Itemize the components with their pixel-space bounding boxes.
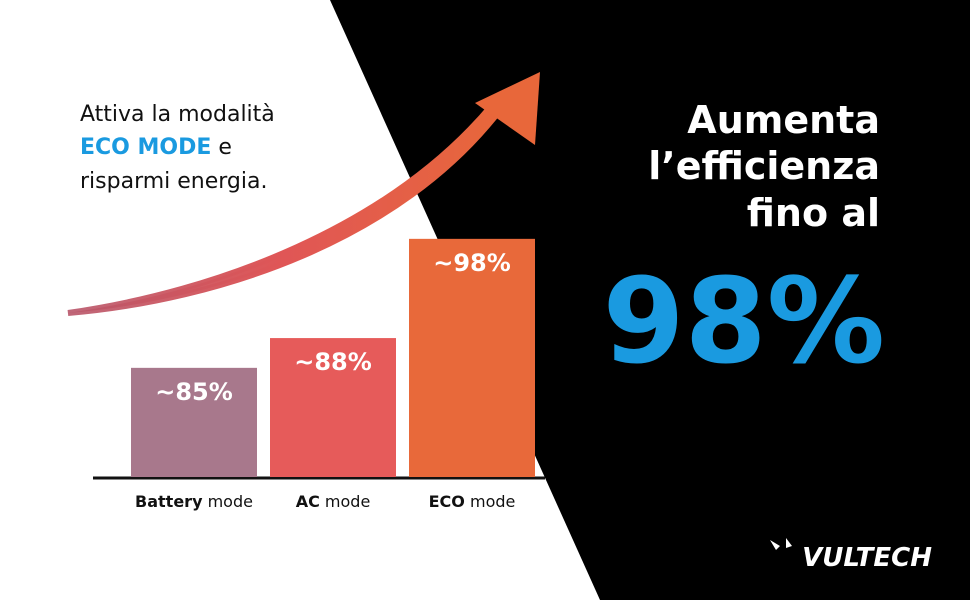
brand: VULTECH (802, 543, 932, 573)
category-label-rest: mode (465, 492, 515, 511)
bar (270, 338, 396, 477)
intro-line: risparmi energia. (80, 169, 267, 194)
headline: Aumenta l’efficienza fino al (648, 98, 880, 235)
intro-line: ECO MODE e (80, 135, 232, 160)
category-label-strong: Battery (135, 492, 203, 511)
category-label-rest: mode (320, 492, 370, 511)
bar (409, 238, 535, 477)
category-label-strong: ECO (429, 492, 465, 511)
category-label-rest: mode (203, 492, 253, 511)
value-label: ~98% (433, 249, 511, 277)
category-label: AC mode (296, 492, 371, 511)
arrow-head (475, 72, 540, 145)
category-label: ECO mode (429, 492, 516, 511)
category-label: Battery mode (135, 492, 253, 511)
value-label: ~85% (155, 378, 233, 406)
dark-panel (330, 0, 970, 600)
brand-logo: VULTECH (770, 538, 932, 573)
headline-line: fino al (747, 191, 880, 235)
headline-line: l’efficienza (648, 144, 880, 188)
bar-chart: ~85% Battery mode ~88% AC mode ~98% ECO mode (131, 238, 535, 511)
intro-word: e (218, 135, 232, 160)
headline-line: Aumenta (687, 98, 880, 142)
intro-highlight: ECO MODE (80, 135, 211, 160)
category-label-strong: AC (296, 492, 320, 511)
headline-big: 98% (603, 252, 885, 390)
logo-icon (770, 538, 792, 550)
value-label: ~88% (294, 348, 372, 376)
intro-text: Attiva la modalità ECO MODE e risparmi e… (80, 102, 275, 194)
intro-line: Attiva la modalità (80, 102, 275, 127)
bar (131, 367, 257, 477)
